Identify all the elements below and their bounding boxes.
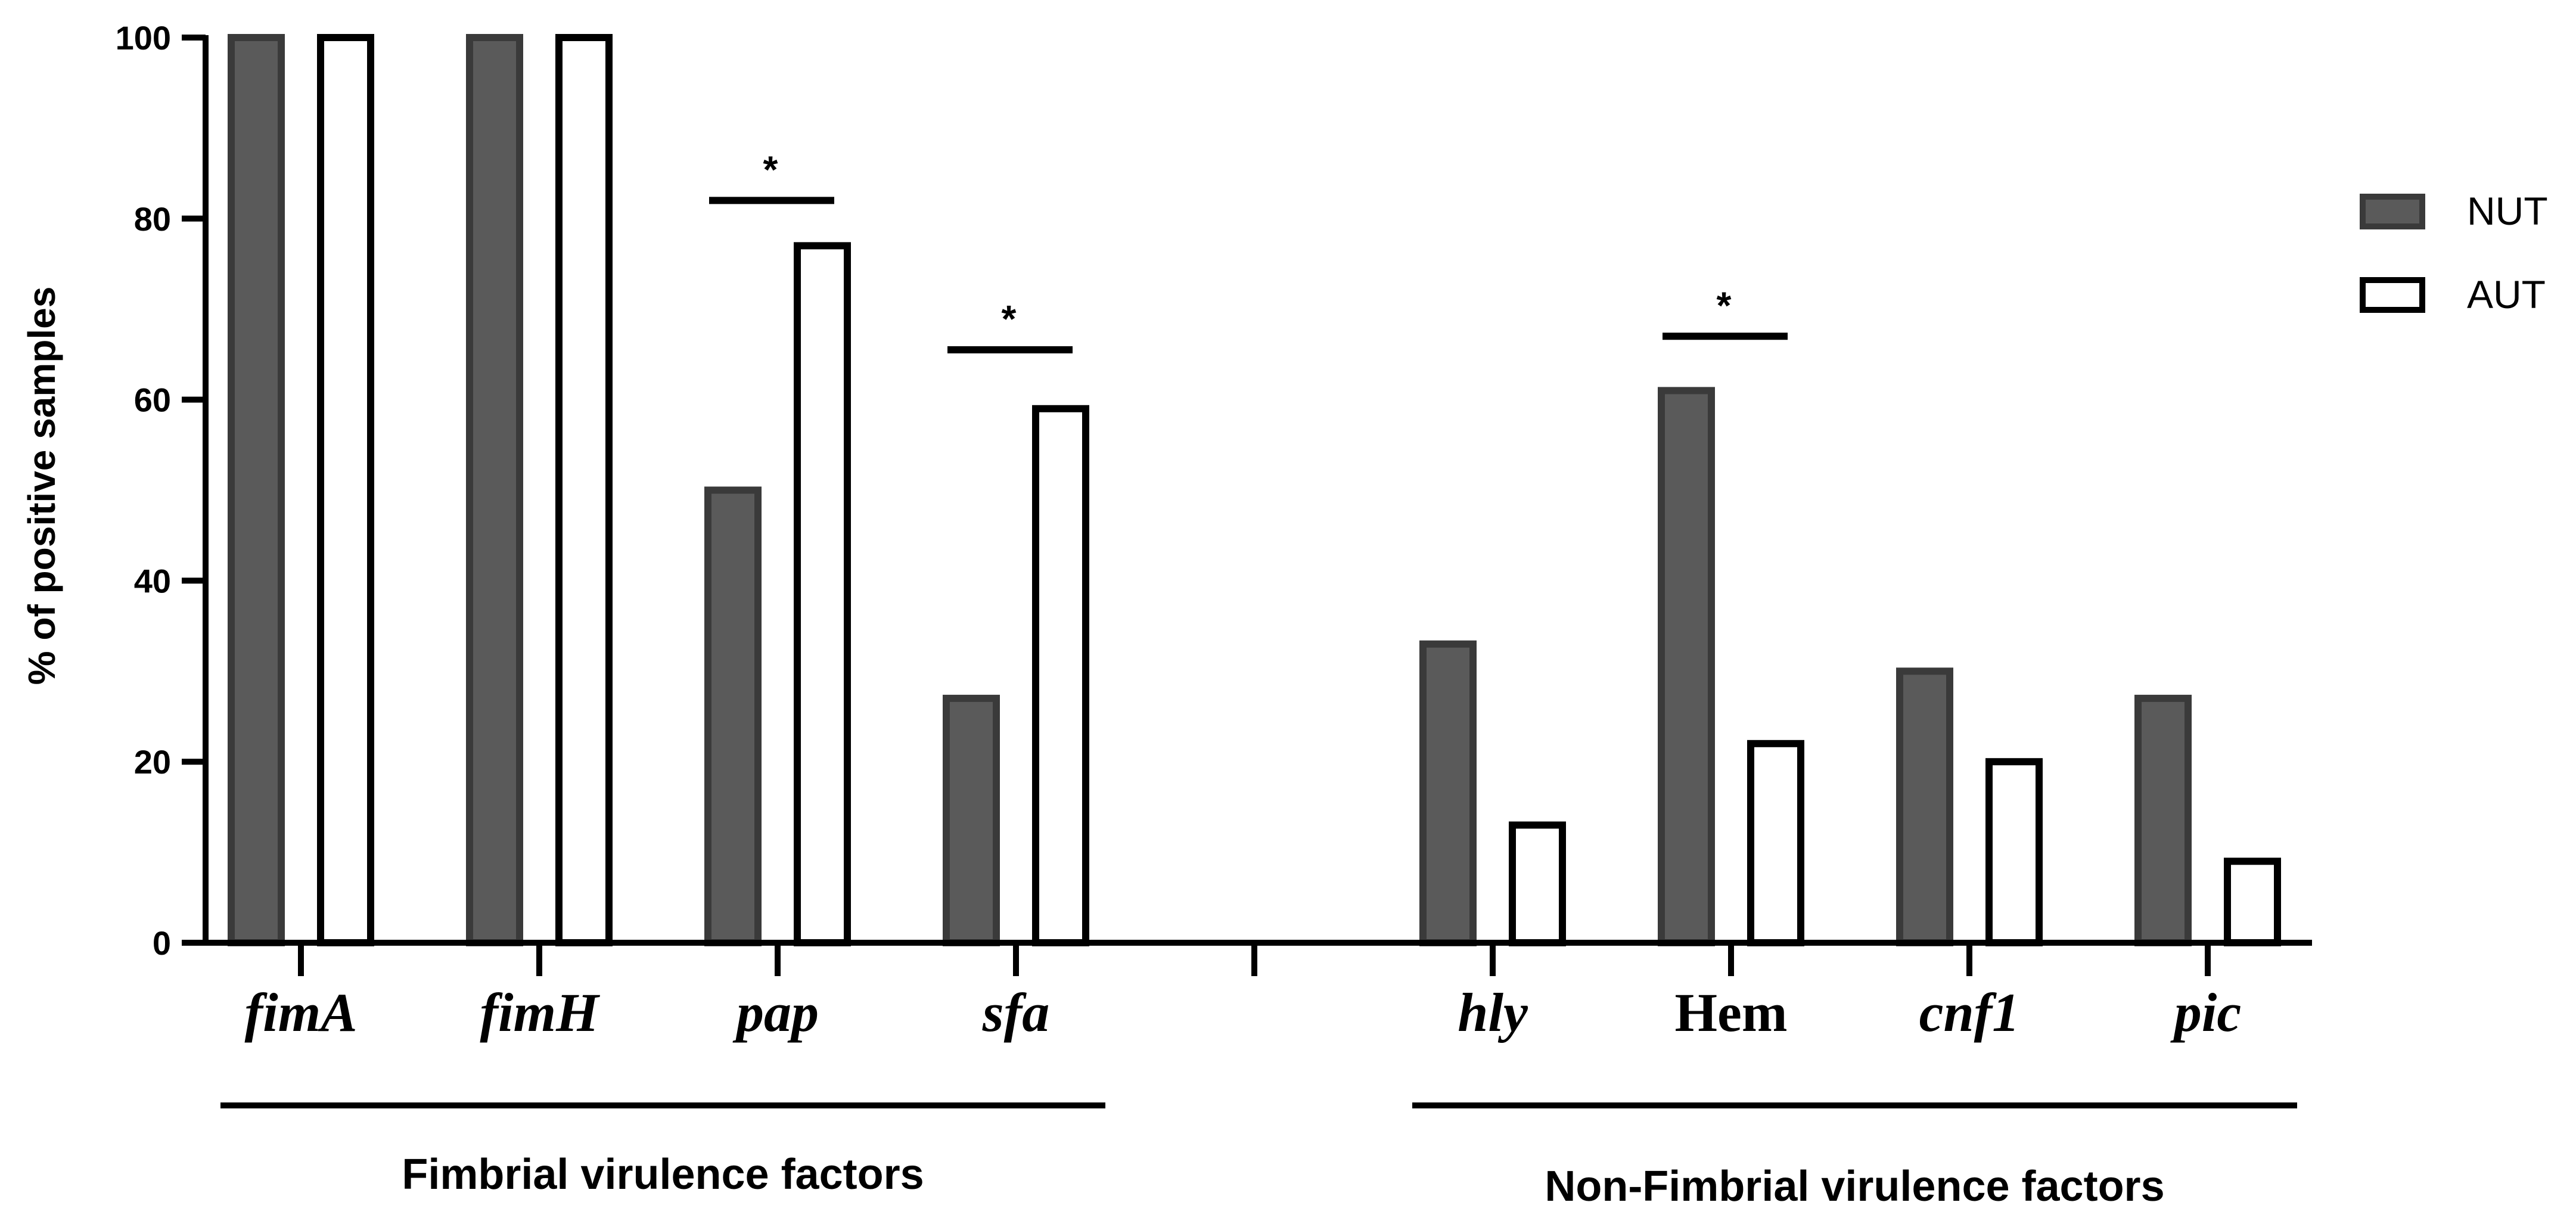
- significance-markers: * * *: [709, 148, 1788, 354]
- bar-aut-fima: [317, 34, 374, 946]
- bar-nut-pap: [704, 486, 762, 946]
- y-axis: 0 20 40 60 80 100: [116, 19, 209, 962]
- bar-aut-pic: [2224, 858, 2281, 947]
- x-tick-label: pap: [732, 982, 819, 1043]
- bar-aut-fimh: [555, 34, 613, 946]
- legend-label: NUT: [2467, 189, 2548, 233]
- legend: NUT AUT: [2360, 189, 2548, 316]
- group-label: Fimbrial virulence factors: [402, 1151, 924, 1198]
- bar-nut-hly: [1419, 640, 1477, 946]
- x-tick-label: hly: [1458, 982, 1528, 1043]
- x-tick-label: sfa: [982, 982, 1049, 1043]
- bar-nut-hem: [1658, 387, 1715, 946]
- bar-aut-sfa: [1032, 405, 1089, 946]
- legend-swatch-nut: [2360, 194, 2425, 229]
- x-tick-label: fimA: [244, 982, 357, 1043]
- x-axis: fimA fimH pap sfa hly Hem cnf1 pic: [206, 940, 2312, 1043]
- bar-nut-fima: [228, 34, 285, 946]
- x-tick-label: fimH: [480, 982, 600, 1043]
- significance-asterisk: *: [1002, 297, 1017, 340]
- group-label: Non-Fimbrial virulence factors: [1545, 1163, 2164, 1210]
- bars: [228, 34, 2281, 947]
- bar-nut-pic: [2134, 694, 2192, 946]
- bar-aut-pap: [794, 242, 851, 946]
- bar-nut-fimh: [466, 34, 523, 946]
- y-tick-label: 40: [134, 562, 171, 599]
- bar-aut-cnf1: [1985, 758, 2043, 946]
- bar-aut-hem: [1747, 740, 1804, 946]
- significance-asterisk: *: [1717, 284, 1732, 327]
- group-brackets: Fimbrial virulence factors Non-Fimbrial v…: [220, 1102, 2297, 1210]
- x-tick-label: pic: [2170, 982, 2241, 1043]
- x-tick-label: Hem: [1674, 982, 1787, 1043]
- y-tick-label: 60: [134, 381, 171, 419]
- x-tick-label: cnf1: [1919, 982, 2020, 1043]
- y-axis-title: % of positive samples: [20, 287, 63, 685]
- y-tick-label: 0: [153, 924, 171, 962]
- legend-label: AUT: [2467, 272, 2546, 316]
- y-tick-label: 20: [134, 743, 171, 781]
- legend-swatch-aut: [2360, 277, 2425, 313]
- y-tick-label: 80: [134, 200, 171, 238]
- bar-aut-hly: [1509, 821, 1566, 947]
- bar-nut-sfa: [943, 694, 1000, 946]
- bar-nut-cnf1: [1896, 667, 1953, 947]
- y-tick-label: 100: [116, 19, 171, 57]
- significance-asterisk: *: [763, 148, 778, 191]
